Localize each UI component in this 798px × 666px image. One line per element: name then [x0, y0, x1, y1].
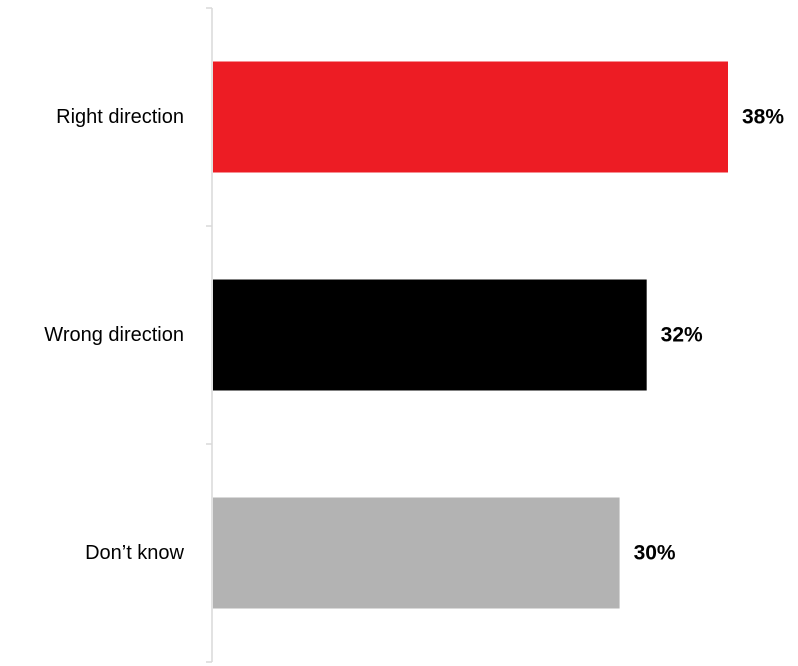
labels: Right direction 38% Wrong direction 32% Don’…: [44, 106, 784, 565]
value-label: 38%: [742, 106, 784, 129]
bar-don-t-know: [213, 497, 620, 609]
category-label: Wrong direction: [44, 324, 184, 346]
category-label: Right direction: [56, 106, 184, 128]
bar-right-direction: [213, 61, 728, 173]
bars: [213, 61, 728, 609]
bar-wrong-direction: [213, 279, 647, 391]
category-axis: [206, 7, 213, 663]
category-label: Don’t know: [85, 542, 184, 564]
value-label: 32%: [661, 324, 703, 347]
value-label: 30%: [634, 542, 676, 565]
